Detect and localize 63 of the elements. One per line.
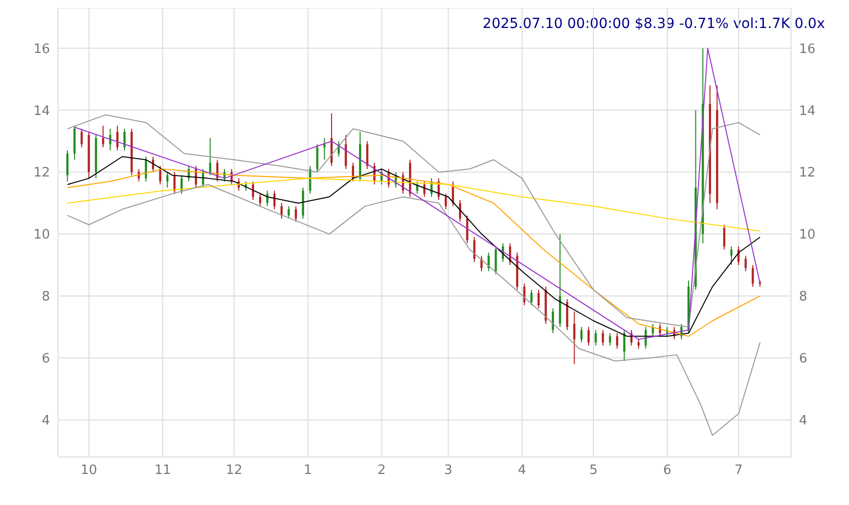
candlestick (266, 190, 268, 207)
candlestick (530, 289, 533, 306)
x-tick-label: 5 (589, 463, 598, 478)
y-tick-label: 10 (33, 228, 50, 243)
candlestick (80, 128, 83, 148)
candlestick (538, 289, 540, 309)
candlestick (138, 168, 140, 182)
x-tick-label: 12 (226, 463, 242, 478)
x-tick-label: 2 (378, 463, 386, 478)
y2-tick-label: 14 (799, 104, 816, 119)
candlestick (644, 326, 647, 350)
line-series (67, 184, 761, 436)
candlestick (344, 134, 347, 170)
y-tick-label: 4 (42, 413, 50, 428)
y-tick-label: 6 (42, 352, 50, 367)
candlestick (594, 330, 597, 346)
y2-tick-label: 12 (799, 166, 816, 181)
candlestick (444, 193, 447, 210)
line-series (74, 48, 761, 340)
line-series (67, 114, 761, 328)
candlestick (159, 165, 162, 186)
candlestick (466, 214, 468, 244)
candlestick (573, 310, 576, 365)
y2-tick-label: 10 (799, 228, 816, 243)
candlestick (580, 326, 583, 343)
candlestick (602, 330, 604, 346)
candlestick (102, 125, 104, 148)
x-tick-label: 11 (154, 463, 171, 478)
candlestick (288, 206, 290, 220)
candlestick (66, 150, 68, 182)
y-tick-label: 8 (42, 290, 50, 305)
x-tick-label: 7 (734, 463, 743, 478)
y2-tick-label: 6 (799, 352, 808, 367)
x-tick-label: 1 (304, 463, 312, 478)
candlestick (752, 264, 754, 288)
x-tick-label: 10 (80, 463, 98, 478)
y2-tick-label: 4 (799, 413, 808, 428)
y2-tick-label: 8 (799, 290, 808, 305)
y-tick-label: 12 (33, 166, 50, 181)
candlestick (294, 206, 297, 222)
candlestick (166, 172, 168, 188)
candlestick (366, 140, 368, 170)
candlestick (494, 246, 497, 275)
y2-tick-label: 16 (799, 42, 816, 57)
candlestick (744, 255, 747, 272)
candlestick (109, 128, 112, 151)
x-tick-label: 4 (518, 463, 526, 478)
candlestick (416, 180, 418, 194)
text: 2025.07.10 00:00:00 $8.39 -0.71% vol:1.7K 0.0x (482, 16, 825, 32)
candlestick (209, 138, 212, 176)
y-tick-label: 16 (33, 42, 50, 57)
candlestick (323, 138, 326, 160)
x-tick-label: 6 (663, 463, 672, 478)
candlestick (588, 326, 590, 346)
candlestick (259, 193, 262, 207)
candlestick (730, 246, 732, 266)
y-tick-label: 14 (33, 104, 50, 119)
candlestick (616, 332, 618, 350)
candlestick (723, 224, 726, 250)
candlestick (316, 144, 318, 173)
candlestick (623, 330, 626, 362)
candlestick (608, 332, 612, 346)
x-tick-label: 3 (444, 463, 452, 478)
